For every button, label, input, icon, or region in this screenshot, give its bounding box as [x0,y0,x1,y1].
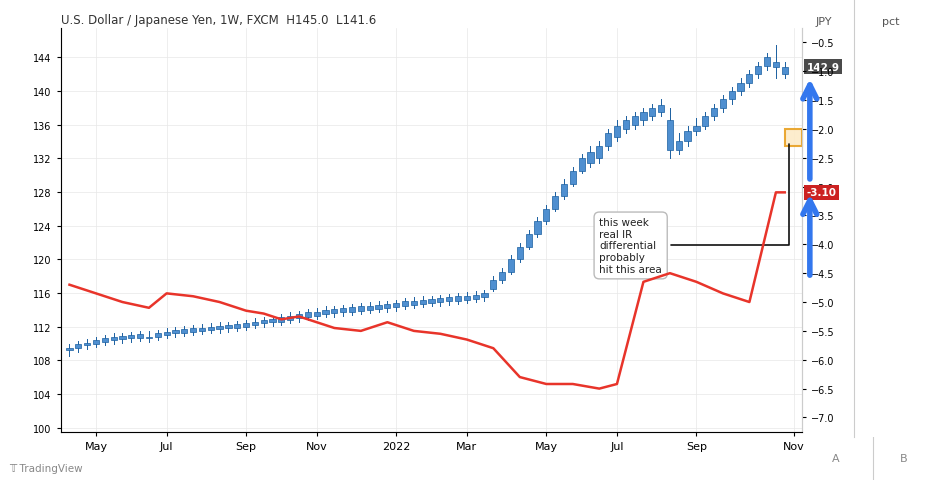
Bar [216,326,223,329]
Bar [102,339,108,342]
Bar [278,318,285,322]
Bar [543,209,550,222]
Bar [455,297,461,301]
Bar [226,325,231,329]
Bar [755,67,761,75]
Bar [323,310,328,314]
Text: B: B [899,454,907,463]
Bar [525,235,532,247]
Bar [473,295,479,300]
Bar [411,301,417,305]
Bar [675,142,682,151]
Bar [729,92,735,100]
Bar [596,146,603,159]
Bar [243,324,249,327]
Bar [402,302,408,306]
Bar [155,334,160,337]
Bar [649,108,655,117]
Text: JPY: JPY [815,17,832,27]
Bar [181,330,188,333]
Bar [146,337,152,339]
Bar [685,132,690,142]
Text: this week
real IR
differential
probably
hit this area: this week real IR differential probably … [599,145,789,274]
Bar [764,58,770,67]
Bar [375,305,382,310]
Bar [349,308,355,312]
Text: U.S. Dollar / Japanese Yen, 1W, FXCM  H145.0  L141.6: U.S. Dollar / Japanese Yen, 1W, FXCM H14… [61,14,376,27]
Bar [428,300,435,303]
Bar [464,296,470,300]
Bar [703,117,708,127]
Bar [552,197,558,209]
Bar [658,106,664,113]
Bar [561,184,567,197]
Bar [84,343,91,346]
Bar [128,336,134,339]
Bar [499,273,506,281]
Bar [490,281,496,289]
Bar [137,335,143,338]
Bar [446,298,453,302]
Text: A: A [832,454,840,463]
Bar [270,319,275,323]
Bar [481,293,488,298]
Bar [438,299,443,302]
Bar [622,121,629,130]
Bar [199,328,205,331]
Bar [287,316,293,320]
Bar [667,121,673,151]
Bar [384,304,390,309]
Bar [296,314,302,319]
Bar [420,300,425,304]
Bar [393,303,399,308]
Bar [632,117,637,125]
Bar [711,108,717,117]
Bar [341,309,346,313]
Bar [570,171,576,184]
Bar [737,84,744,92]
Bar [252,322,258,325]
Bar [208,327,214,330]
Bar [305,313,311,317]
Bar [578,159,585,171]
Bar [588,152,593,163]
Bar [785,130,802,146]
Bar [773,62,779,68]
Bar [605,134,611,146]
Bar [66,348,73,350]
Text: 𝕋 TradingView: 𝕋 TradingView [9,463,83,473]
Bar [746,75,753,84]
Bar [119,336,126,340]
Bar [517,247,522,260]
Bar [720,100,726,108]
Bar [190,329,196,332]
Bar [508,260,514,272]
Bar [782,68,787,75]
Bar [614,127,620,138]
Bar [357,307,364,311]
Bar [331,310,338,313]
Bar [76,345,81,348]
Text: -3.10: -3.10 [806,188,837,198]
Bar [535,222,540,235]
Bar [173,330,178,334]
Bar [234,324,241,328]
Bar [93,340,99,344]
Bar [640,113,647,121]
Bar [693,127,700,132]
Text: 142.9: 142.9 [806,62,840,72]
Bar [260,320,267,324]
Text: pct: pct [883,17,899,27]
Bar [163,332,170,336]
Bar [367,306,373,310]
Bar [110,337,117,340]
Bar [313,312,320,316]
